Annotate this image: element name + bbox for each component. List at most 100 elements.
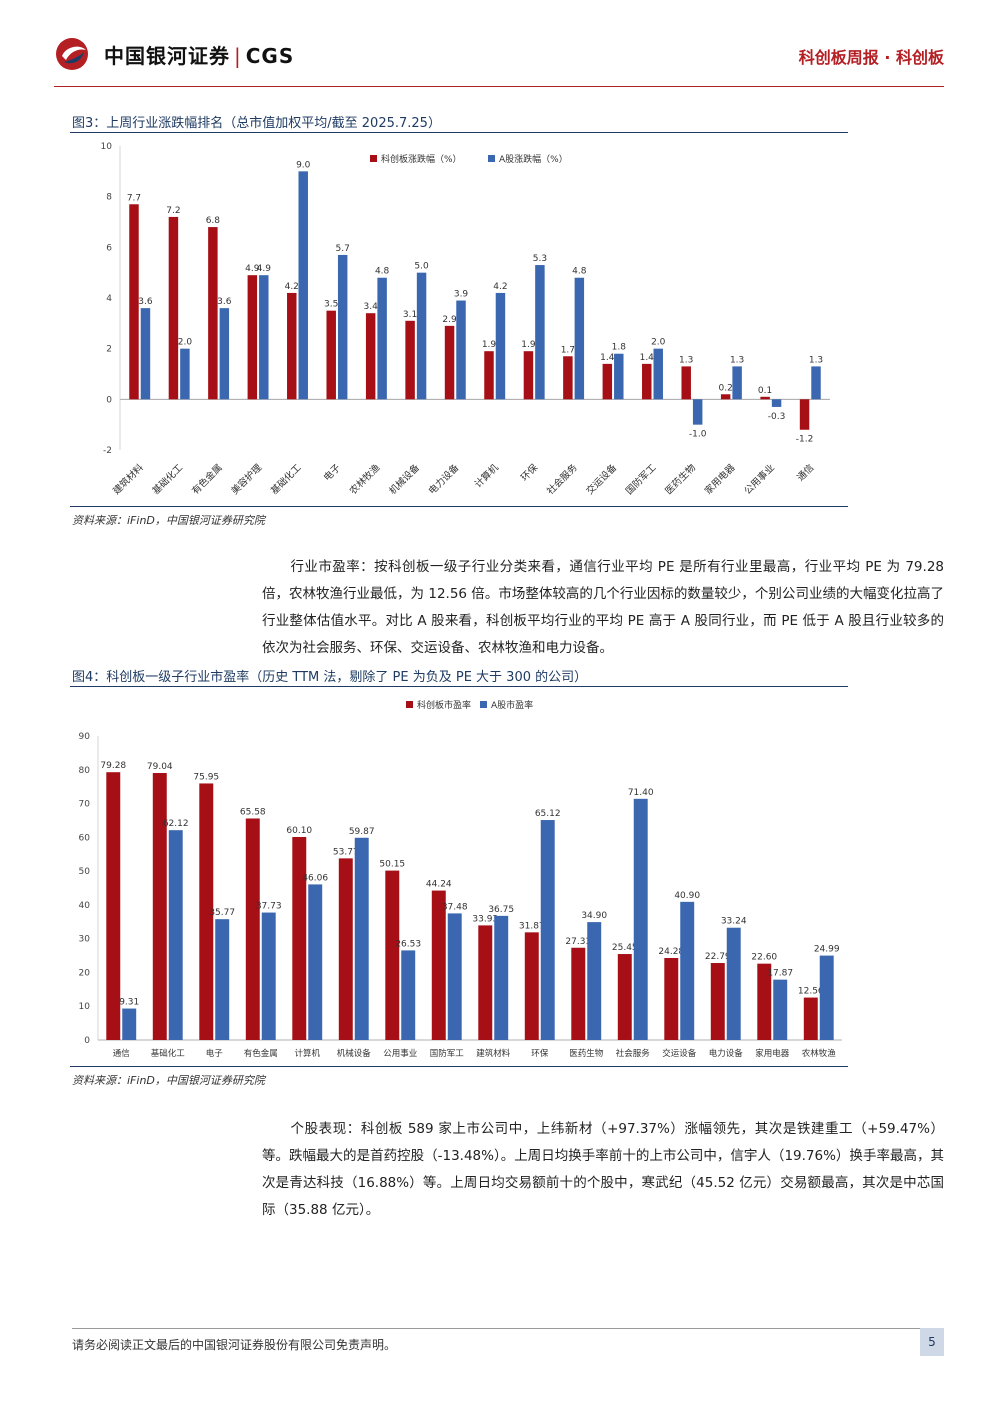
data-label: 2.9 <box>442 315 457 325</box>
footer-disclaimer: 请务必阅读正文最后的中国银河证券股份有限公司免责声明。 <box>72 1338 397 1352</box>
figure-3-bottom-rule <box>70 506 848 507</box>
data-label: 24.28 <box>658 947 684 957</box>
data-label: 4.8 <box>375 267 390 277</box>
data-label: 79.04 <box>147 762 173 772</box>
data-label: 53.77 <box>333 847 359 857</box>
figure-4-title: 图4：科创板一级子行业市盈率（历史 TTM 法，剔除了 PE 为负及 PE 大于… <box>72 670 588 685</box>
bar-a-share <box>180 348 190 400</box>
category-label: 机械设备 <box>387 461 423 497</box>
category-label: 通信 <box>794 462 816 484</box>
y-tick-label: 6 <box>106 243 112 253</box>
bar-a-share <box>456 300 466 400</box>
data-label: 37.48 <box>442 902 468 912</box>
figure-3-rule <box>70 132 848 133</box>
category-label: 环保 <box>531 1048 549 1059</box>
data-label: 22.60 <box>751 953 777 963</box>
data-label: 1.7 <box>561 345 575 355</box>
data-label: 33.24 <box>721 917 747 927</box>
bar-star-market <box>338 858 353 1040</box>
bar-star-market <box>326 310 336 400</box>
bar-star-market <box>720 394 731 400</box>
data-label: 79.28 <box>100 761 126 771</box>
y-tick-label: 10 <box>101 142 113 152</box>
bar-a-share <box>773 979 788 1040</box>
bar-a-share <box>219 308 230 400</box>
bar-star-market <box>757 963 772 1040</box>
data-label: 1.3 <box>730 355 744 365</box>
bar-a-share <box>819 955 834 1040</box>
bar-a-share <box>574 277 585 400</box>
bar-a-share <box>168 830 183 1040</box>
data-label: 1.4 <box>640 353 655 363</box>
bar-a-share <box>614 353 624 400</box>
bar-a-share <box>535 265 545 400</box>
bar-a-share <box>692 399 703 425</box>
data-label: 75.95 <box>193 772 219 782</box>
cgs-logo-icon <box>56 38 88 70</box>
brand-separator: | <box>234 44 242 68</box>
y-tick-label: 10 <box>79 1002 91 1012</box>
category-label: 电子 <box>321 461 343 483</box>
bar-star-market <box>287 292 297 400</box>
data-label: 4.2 <box>493 282 507 292</box>
bar-star-market <box>199 783 214 1040</box>
bar-star-market <box>385 870 400 1040</box>
bar-star-market <box>405 320 415 400</box>
y-tick-label: -2 <box>103 446 112 456</box>
figure-3-chart: -2 0 2 4 6 8 10 科创板涨跌幅（%） A股涨跌幅（%） 7.7 3.6 建筑材料 7.2 2… <box>101 142 830 497</box>
bar-star-market <box>664 957 679 1040</box>
bar-a-share <box>215 919 230 1040</box>
category-label: 电力设备 <box>709 1048 744 1059</box>
data-label: 0.1 <box>758 386 772 396</box>
data-label: 26.53 <box>395 939 421 949</box>
data-label: 25.45 <box>612 943 638 953</box>
y-tick-label: 50 <box>79 867 91 877</box>
data-label: 31.87 <box>519 921 545 931</box>
bar-a-share <box>540 820 555 1040</box>
data-label: 50.15 <box>379 860 405 870</box>
bar-star-market <box>760 396 770 400</box>
data-label: 6.8 <box>206 216 221 226</box>
figure-4-rule <box>70 686 848 687</box>
category-label: 建筑材料 <box>476 1048 511 1059</box>
category-label: 公用事业 <box>383 1048 417 1059</box>
data-label: 5.7 <box>336 244 350 254</box>
data-label: 34.90 <box>581 911 607 921</box>
bar-a-share <box>653 348 663 400</box>
data-label: 3.4 <box>363 302 378 312</box>
data-label: 37.73 <box>256 902 282 912</box>
legend-swatch <box>370 155 377 162</box>
y-tick-label: 2 <box>106 345 112 355</box>
data-label: 24.99 <box>814 945 840 955</box>
bar-a-share <box>447 913 462 1040</box>
bar-star-market <box>444 325 455 400</box>
data-label: 5.0 <box>414 262 429 272</box>
bar-star-market <box>106 772 121 1040</box>
y-tick-label: 40 <box>79 901 91 911</box>
paragraph-stock-performance-text: 个股表现：科创板 589 家上市公司中，上纬新材（+97.37%）涨幅领先，其次… <box>262 1121 944 1218</box>
data-label: 33.93 <box>472 914 498 924</box>
brand-name: 中国银河证券 | CGS <box>104 40 294 69</box>
page-number: 5 <box>920 1328 944 1356</box>
category-label: 农林牧渔 <box>802 1048 837 1059</box>
header-section-label: 科创板周报 · 科创板 <box>798 48 944 67</box>
bar-star-market <box>478 925 493 1040</box>
y-tick-label: 20 <box>79 968 91 978</box>
bar-a-share <box>122 1008 137 1040</box>
category-label: 电力设备 <box>426 461 462 497</box>
bar-star-market <box>803 997 818 1040</box>
data-label: 9.31 <box>119 998 139 1008</box>
bar-star-market <box>168 216 179 400</box>
legend-label: A股市盈率 <box>491 699 533 711</box>
bar-star-market <box>129 204 139 400</box>
bar-star-market <box>524 932 539 1040</box>
y-tick-label: 8 <box>106 193 112 203</box>
legend-swatch <box>488 155 495 162</box>
bar-a-share <box>354 837 369 1040</box>
bar-star-market <box>484 351 494 400</box>
category-label: 国防军工 <box>430 1048 465 1059</box>
paragraph-industry-pe-text: 行业市盈率：按科创板一级子行业分类来看，通信行业平均 PE 是所有行业里最高，行… <box>262 559 944 656</box>
data-label: 17.87 <box>767 969 793 979</box>
category-label: 有色金属 <box>189 462 224 497</box>
header-divider <box>54 86 944 87</box>
